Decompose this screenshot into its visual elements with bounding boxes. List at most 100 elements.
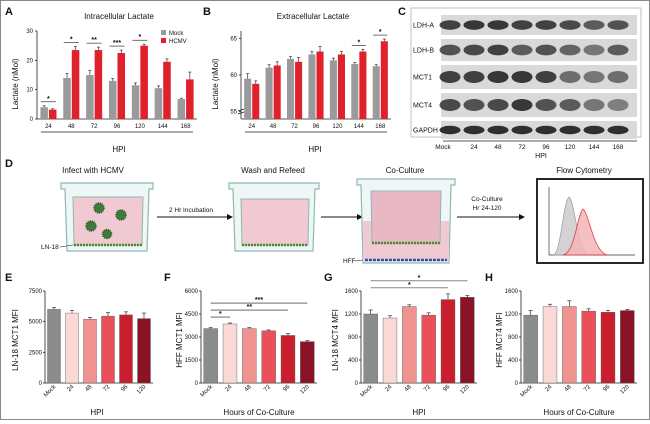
x-tick-label: 72 (291, 124, 298, 130)
blot-band (511, 99, 533, 111)
y-tick-label: 1200 (505, 312, 519, 318)
significance-marker: ** (247, 304, 253, 311)
bar-mock (372, 66, 380, 119)
x-tick-label: 24 (66, 384, 75, 393)
y-tick-label: 0 (39, 381, 43, 387)
panel-f-label: F (164, 272, 171, 284)
bar-hcmv (380, 41, 388, 120)
legend-hcmv-label: HCMV (169, 39, 187, 45)
bar-24 (542, 306, 558, 384)
blot-band (607, 71, 629, 83)
panel-e: E LN-18 MCT1 MFI HPI (5, 272, 104, 417)
x-tick-label: 120 (299, 384, 311, 396)
blot-row-label: MCT1 (413, 75, 432, 82)
blot-band (607, 99, 629, 111)
well-infect: LN-18 (41, 182, 154, 252)
x-tick-label: 48 (68, 124, 75, 130)
significance-marker: * (138, 34, 141, 41)
y-tick-label: 1200 (345, 312, 359, 318)
blot-band (487, 44, 509, 56)
blot-band (535, 125, 557, 135)
x-tick-label: Mock (520, 383, 535, 398)
blot-row-label: GAPDH (413, 128, 438, 135)
panel-g: G LN-18 MCT4 MFI HPI (324, 272, 426, 417)
x-tick-label: 96 (442, 384, 451, 393)
y-tick-label: 10 (26, 88, 33, 94)
y-tick-label: 0 (30, 117, 34, 123)
virus-particles (85, 202, 127, 240)
y-tick-label: 800 (508, 335, 519, 341)
bar-120 (620, 310, 635, 384)
panel-b-label: B (203, 6, 211, 18)
x-tick-label: 72 (423, 384, 432, 393)
blot-band (487, 20, 509, 30)
significance-marker: ** (91, 37, 97, 44)
bar-hcmv (337, 54, 345, 119)
x-tick-label: 72 (102, 384, 111, 393)
chart-b: 55 60 65 24 48 72 96 120 144 * 168 * (230, 29, 391, 133)
y-tick-label: 7500 (29, 289, 43, 295)
x-tick-label: 24 (248, 124, 255, 130)
x-tick-label: 96 (120, 384, 129, 393)
blot-band (607, 125, 629, 135)
bar-hcmv (117, 53, 126, 119)
x-tick-label: 24 (45, 124, 52, 130)
arrow-to-coculture-head (357, 214, 363, 220)
significance-marker: * (379, 29, 382, 36)
y-tick-label: 65 (230, 36, 237, 42)
well-coculture: HFF (343, 178, 456, 265)
panel-a-title: Intracellular Lactate (84, 12, 154, 21)
panel-a-xlabel: HPI (112, 145, 125, 154)
x-tick-label: 96 (602, 384, 611, 393)
blot-band (583, 20, 605, 30)
hcmv-histogram (562, 208, 608, 256)
blot-row-label: LDH-A (413, 23, 434, 30)
x-tick-label: 120 (619, 384, 631, 396)
y-tick-label: 60 (230, 73, 237, 79)
bar-mock (265, 67, 273, 119)
x-tick-label: 72 (263, 384, 272, 393)
x-tick-label: 120 (459, 384, 471, 396)
blot-band (439, 44, 461, 56)
y-tick-label: 2500 (29, 350, 43, 356)
chart-a: 0 10 20 30 24 * 48 * 72 ** 96 *** 120 * 144 168 (26, 29, 197, 133)
x-tick-label: 48 (564, 384, 573, 393)
panel-a-label: A (5, 6, 13, 18)
ln18-pointer (59, 244, 74, 248)
blot-band (559, 71, 581, 83)
blot-lane-label: 72 (518, 144, 526, 151)
panel-d: D Infect with HCMV Wash and Refeed Co-Cu… (5, 158, 644, 265)
blot-band (463, 71, 485, 83)
blot-band (559, 44, 581, 56)
bar-mock (63, 77, 71, 119)
bar-mock (131, 85, 140, 119)
x-tick-label: 144 (158, 124, 169, 130)
y-tick-label: 0 (515, 381, 519, 387)
panel-a: A Intracellular Lactate Lactate (nMol) H… (5, 6, 187, 154)
bar-hcmv (316, 51, 324, 119)
panel-b-ylabel: Lactate (nMol) (211, 58, 220, 109)
blot-row-label: LDH-B (413, 48, 434, 55)
chart-e: 0 2500 5000 7500 Mock 24 48 72 96 120 (29, 289, 153, 399)
bar-24 (382, 317, 398, 384)
blot-band (583, 99, 605, 111)
panel-c: C LDH-A LDH-B MCT1 MCT4 GAPDH Mock 24 48 72 96 120… (398, 6, 642, 160)
blot-lane-label: 96 (542, 144, 550, 151)
x-tick-label: 120 (136, 384, 148, 396)
x-tick-label: 168 (375, 124, 386, 130)
bar-120 (137, 318, 151, 384)
blot-band (439, 20, 461, 30)
virus-particle (101, 228, 113, 240)
x-tick-label: Mock (200, 383, 215, 398)
blot-band (463, 99, 485, 111)
well-media (240, 198, 310, 246)
blot-row-label: MCT4 (413, 103, 432, 110)
panel-b: B Extracellular Lactate Lactate (nMol) H… (203, 6, 350, 154)
panel-h-label: H (485, 272, 493, 284)
x-tick-label: 48 (84, 384, 93, 393)
blot-band (583, 125, 605, 135)
panel-a-ylabel: Lactate (nMol) (11, 58, 20, 109)
panel-g-label: G (324, 272, 333, 284)
